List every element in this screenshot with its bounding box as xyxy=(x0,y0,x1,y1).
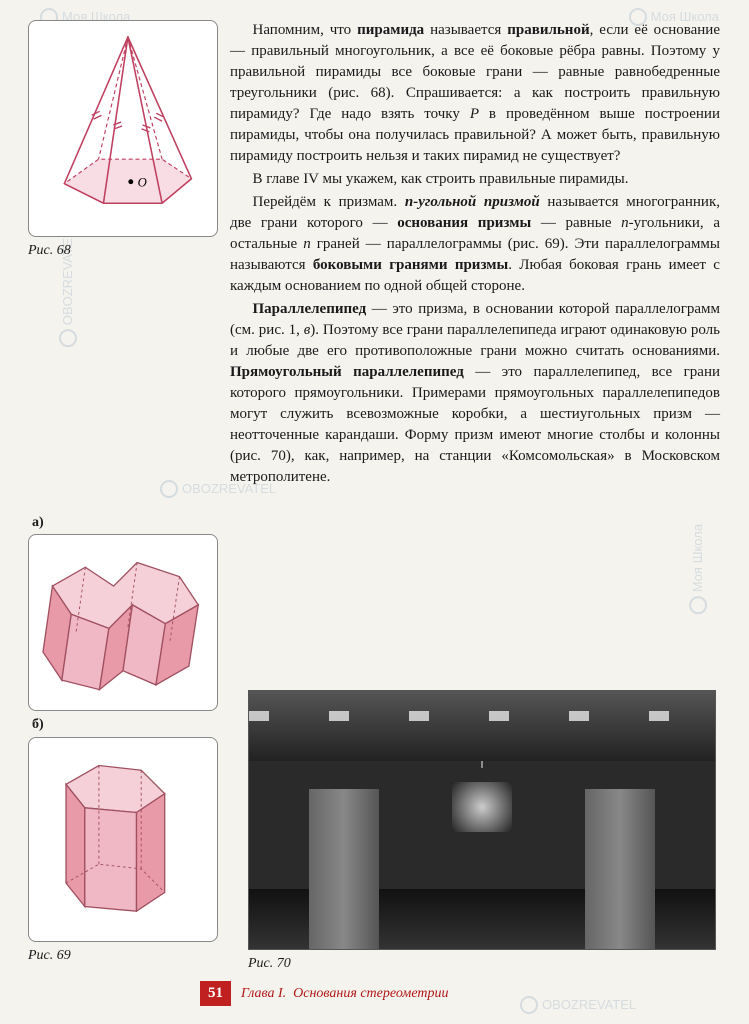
figure-68: O xyxy=(28,20,218,237)
paragraph-4: Параллелепипед — это призма, в основании… xyxy=(230,299,720,488)
oblique-prism-icon xyxy=(33,539,213,699)
figure-69b xyxy=(28,737,218,942)
figure-70-photo xyxy=(248,690,716,950)
figure-69b-label: б) xyxy=(32,715,218,735)
page-number: 51 xyxy=(200,981,231,1006)
figure-69-label: Рис. 69 xyxy=(28,946,218,966)
figure-69a xyxy=(28,534,218,711)
chapter-label: Глава I. Основания стереометрии xyxy=(241,984,448,1004)
paragraph-2: В главе IV мы укажем, как строить правил… xyxy=(230,169,720,190)
figures-column: O Рис. 68 а) б) xyxy=(28,20,218,983)
paragraph-1: Напомним, что пирамида называется правил… xyxy=(230,20,720,167)
figure-69a-label: а) xyxy=(32,513,218,533)
paragraph-3: Перейдём к призмам. n-угольной призмой н… xyxy=(230,192,720,297)
page-footer: 51 Глава I. Основания стереометрии xyxy=(200,981,448,1006)
hex-prism-icon xyxy=(33,742,193,930)
pyramid-icon: O xyxy=(35,27,211,223)
point-label: O xyxy=(138,176,147,190)
page: O Рис. 68 а) б) xyxy=(0,0,749,1024)
figure-68-label: Рис. 68 xyxy=(28,241,218,261)
body-text: Напомним, что пирамида называется правил… xyxy=(230,20,720,490)
figure-70-label: Рис. 70 xyxy=(248,954,291,974)
